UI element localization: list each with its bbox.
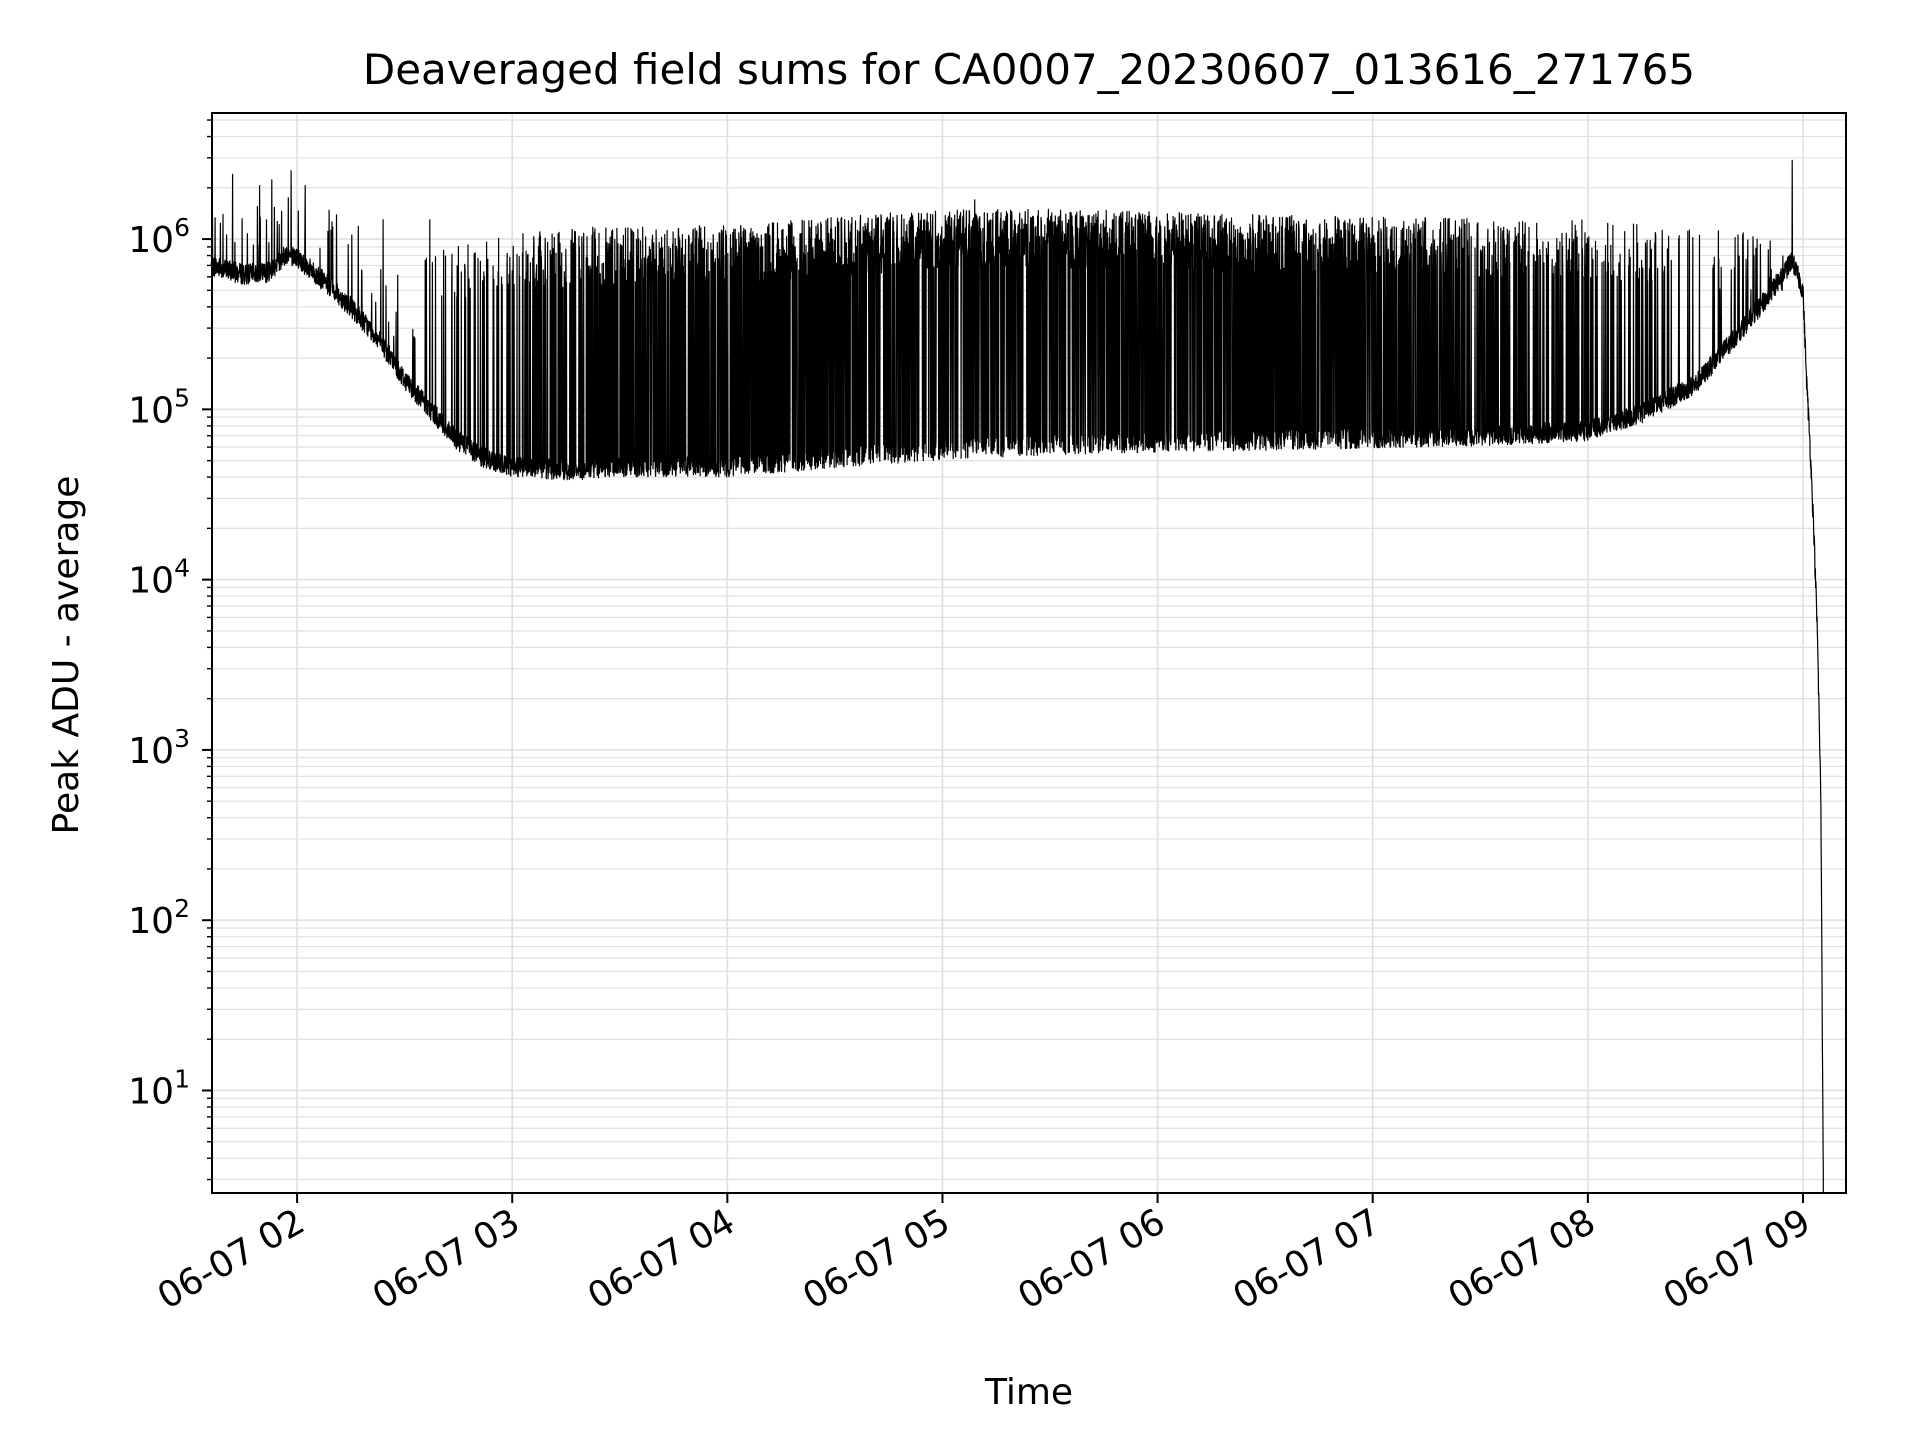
x-tick-label: 06-07 06 bbox=[1011, 1201, 1172, 1317]
x-axis-label: Time bbox=[984, 1372, 1073, 1413]
y-tick-label: 105 bbox=[128, 383, 190, 431]
y-axis-label: Peak ADU - average bbox=[46, 476, 87, 835]
x-tick-label: 06-07 04 bbox=[581, 1201, 742, 1317]
x-tick-label: 06-07 02 bbox=[151, 1201, 312, 1317]
x-axis: 06-07 02 06-07 03 06-07 04 06-07 05 06-07 06… bbox=[151, 1193, 1818, 1318]
plot-frame bbox=[211, 112, 1847, 1194]
x-tick-label: 06-07 03 bbox=[366, 1201, 527, 1317]
y-tick-label: 103 bbox=[128, 724, 190, 772]
y-tick-label: 104 bbox=[128, 554, 190, 602]
chart-title: Deaveraged field sums for CA0007_2023060… bbox=[363, 45, 1695, 94]
series-line bbox=[210, 159, 1824, 1193]
y-axis: 101 102 103 104 105 106 bbox=[128, 119, 212, 1181]
y-tick-label: 106 bbox=[128, 213, 190, 261]
x-tick-label: 06-07 09 bbox=[1657, 1201, 1818, 1317]
x-tick-label: 06-07 05 bbox=[796, 1201, 957, 1317]
x-tick-label: 06-07 08 bbox=[1442, 1201, 1603, 1317]
x-tick-label: 06-07 07 bbox=[1227, 1201, 1388, 1317]
y-tick-label: 102 bbox=[128, 894, 190, 942]
y-tick-label: 101 bbox=[128, 1064, 190, 1112]
